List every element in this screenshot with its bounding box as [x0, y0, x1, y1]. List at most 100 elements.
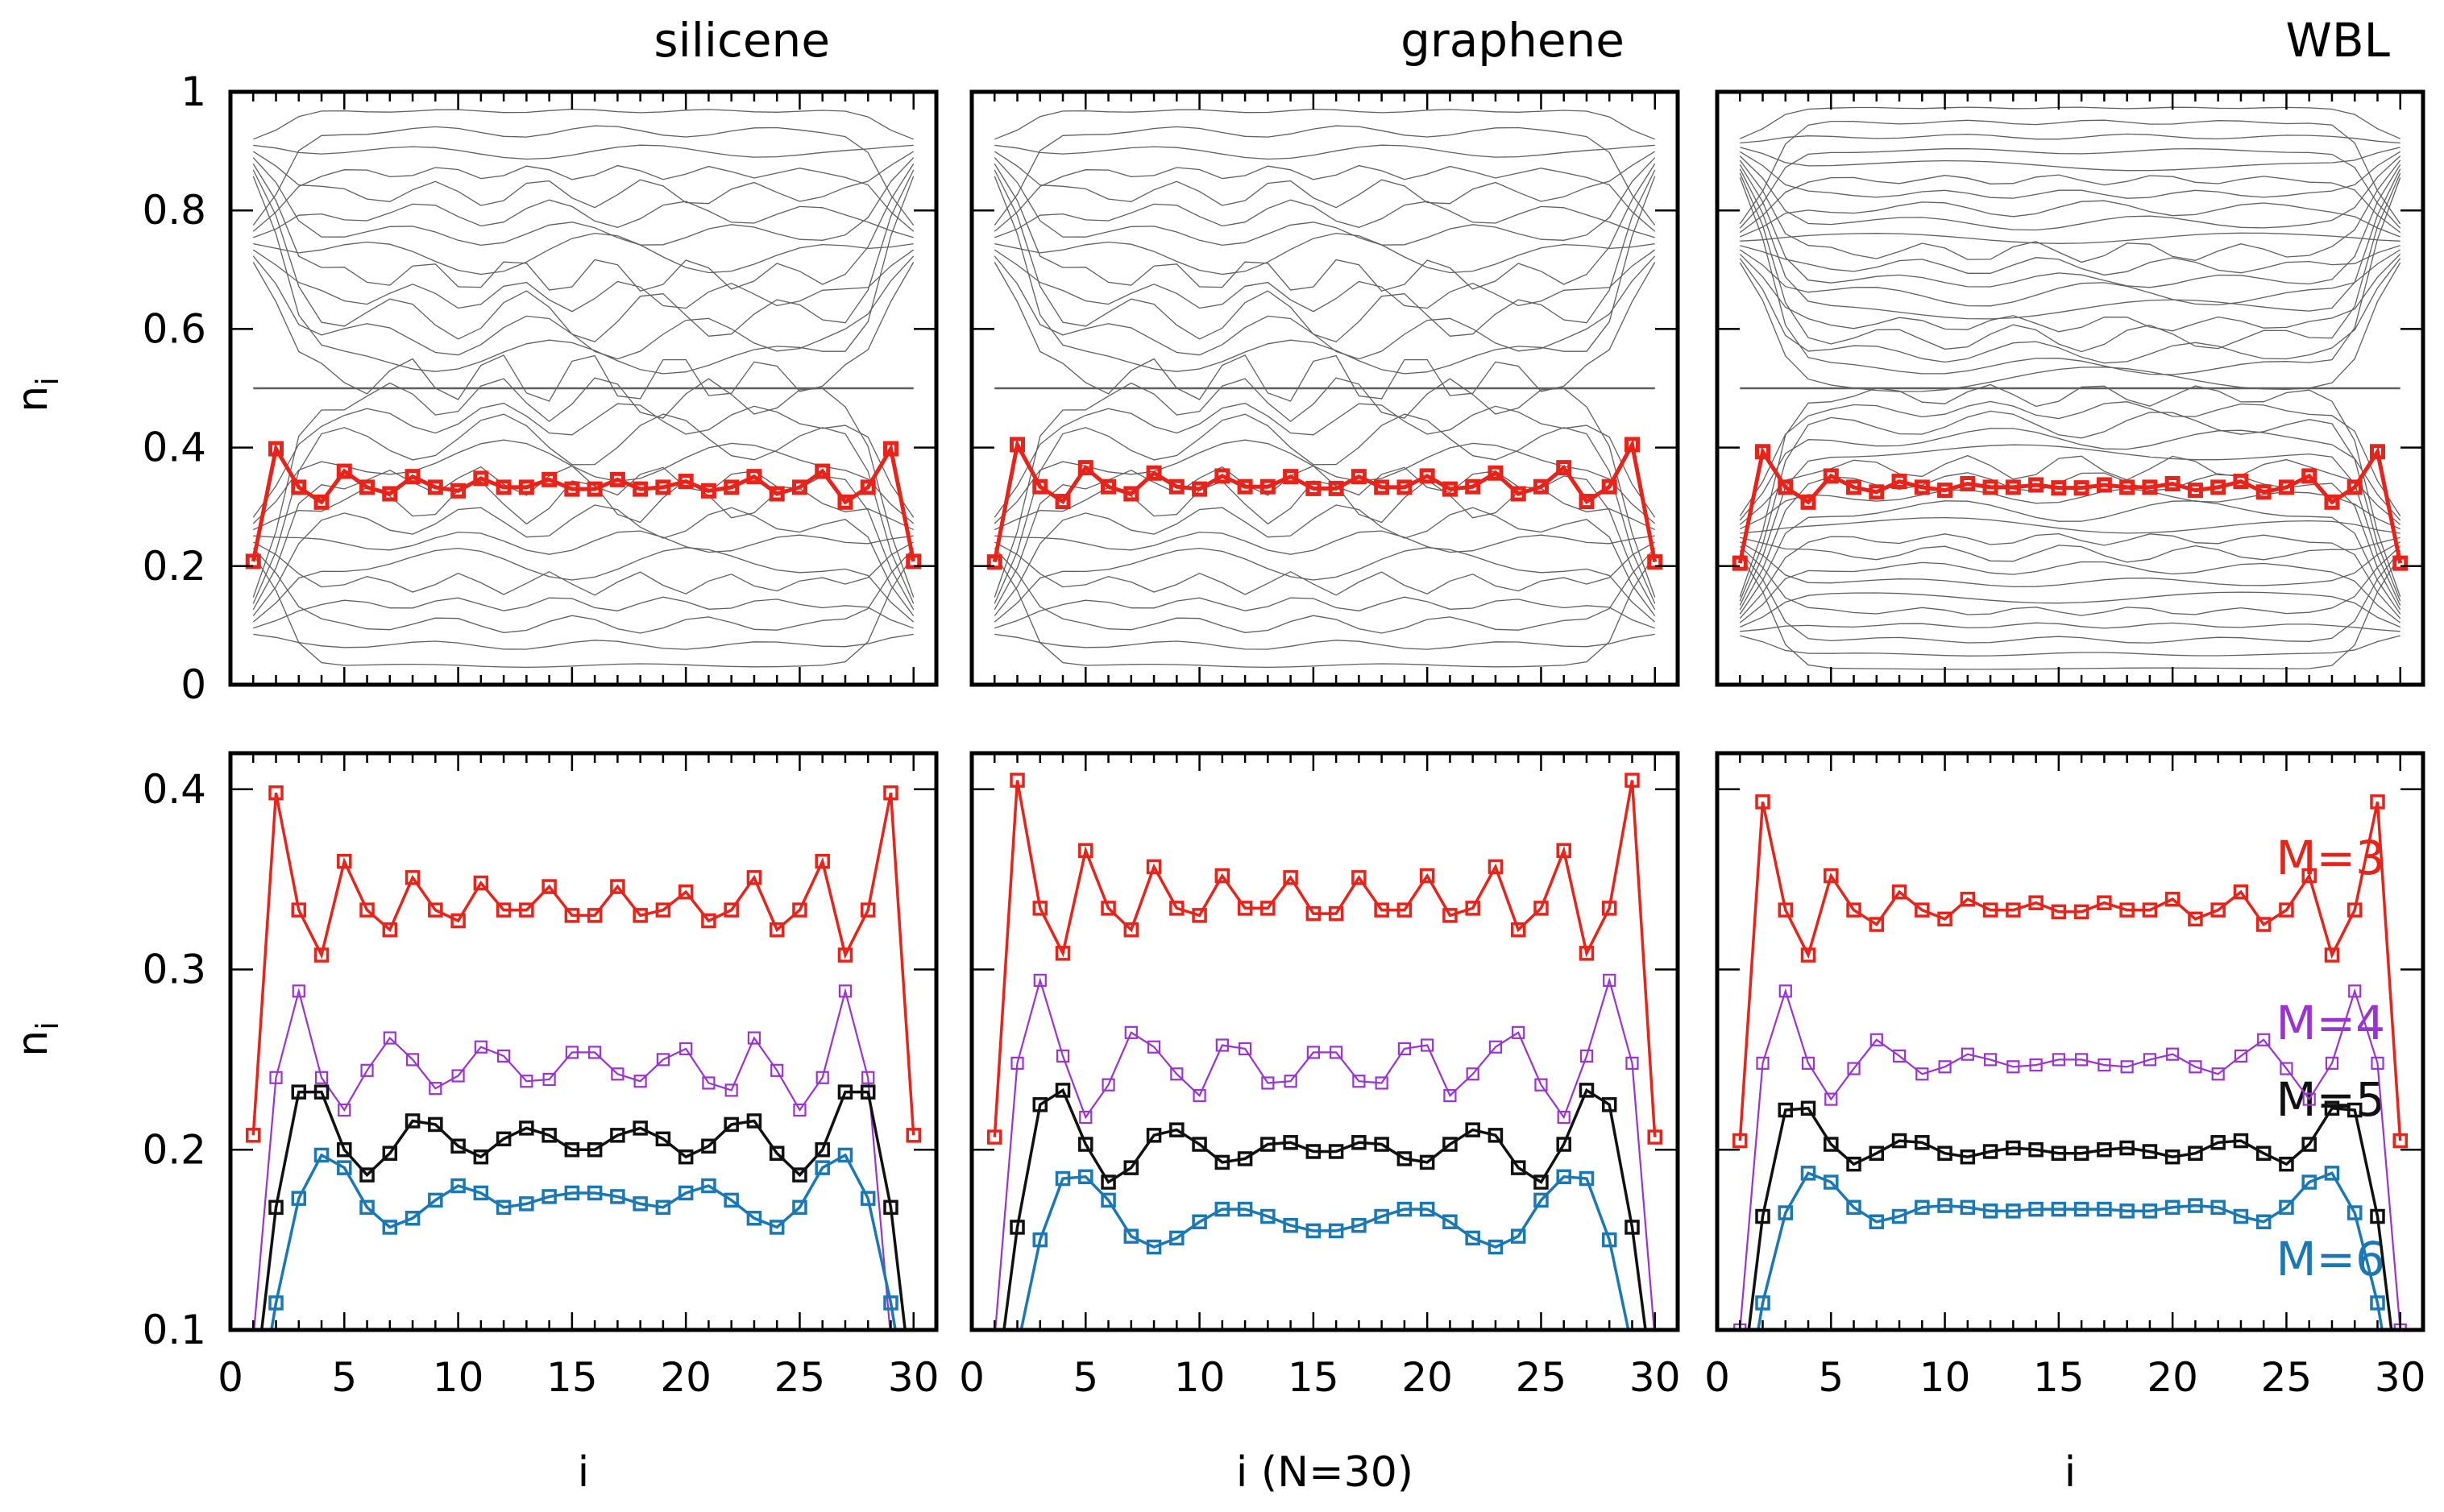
x-tick-label: 5 [1818, 1354, 1844, 1401]
data-point-m5 [268, 1199, 284, 1216]
series-m5-graphene [1002, 1083, 1647, 1330]
data-point-m3 [473, 875, 489, 891]
data-point-m3 [655, 902, 671, 918]
data-point-m3 [2324, 947, 2340, 963]
data-point-m3-top [882, 441, 898, 457]
data-point-m3 [337, 854, 352, 869]
y-tick-label: 0.2 [142, 1126, 206, 1173]
background-curve [1740, 536, 2400, 563]
data-point-m3-top [1010, 437, 1026, 453]
data-point-m6 [496, 1199, 512, 1216]
data-point-m6 [1824, 1174, 1839, 1190]
data-point-m4 [1215, 1038, 1229, 1052]
series-label-m6: M=6 [2276, 1232, 2385, 1286]
data-point-m4 [2325, 1056, 2339, 1070]
data-point-m3 [1488, 859, 1504, 875]
data-point-m5 [541, 1128, 557, 1143]
background-curve [1740, 591, 2400, 628]
background-curve [1739, 172, 2401, 353]
series-line-m3-top [992, 438, 1658, 563]
data-point-m3 [792, 902, 807, 918]
data-point-m3 [2279, 902, 2294, 918]
data-point-m3-top [2324, 494, 2340, 510]
data-point-m6 [883, 1295, 898, 1311]
x-tick-label: 0 [959, 1354, 985, 1401]
data-point-m3 [1755, 794, 1770, 810]
data-point-m3-top [1510, 486, 1526, 502]
x-axis-label-silicene: i [578, 1448, 589, 1497]
series-m3-graphene [987, 773, 1662, 1145]
y-tick-label: 1 [180, 68, 206, 115]
data-point-m6 [1374, 1208, 1389, 1224]
data-point-m5 [2370, 1208, 2385, 1224]
data-point-m5 [2255, 1145, 2272, 1161]
data-point-m5 [837, 1084, 853, 1100]
data-point-m3-top [473, 470, 489, 487]
series-m5-WBL [1747, 1100, 2393, 1330]
data-point-m3 [2233, 884, 2249, 900]
data-point-m3-top [268, 441, 284, 457]
data-point-m6 [815, 1160, 830, 1175]
y-tick-label: 0.8 [142, 187, 206, 234]
data-point-m3-top [1192, 481, 1208, 497]
data-point-m6 [2210, 1199, 2226, 1216]
data-point-m5 [2233, 1133, 2249, 1149]
data-point-m6 [1169, 1230, 1185, 1246]
background-curve [252, 249, 915, 313]
data-point-m5 [792, 1167, 807, 1183]
data-point-m3-top [1914, 479, 1930, 495]
data-point-m4 [588, 1046, 602, 1059]
data-point-m3-top [1351, 469, 1367, 485]
background-curve [252, 169, 915, 343]
data-point-m4 [724, 1083, 738, 1097]
data-point-m6 [1101, 1192, 1116, 1208]
data-point-m5 [428, 1116, 443, 1133]
series-line-m3-top [251, 443, 916, 562]
data-point-m5 [883, 1199, 898, 1216]
data-point-m3 [1778, 902, 1794, 918]
data-point-m3-top [587, 481, 603, 497]
background-curve [994, 108, 1655, 140]
data-point-m4 [1801, 1056, 1815, 1070]
data-point-m3-top [700, 483, 716, 499]
data-point-m4 [1284, 1075, 1297, 1088]
data-point-m3-top [815, 463, 831, 479]
data-point-m5 [1824, 1137, 1839, 1152]
data-point-m6 [564, 1185, 580, 1201]
background-curve [252, 377, 915, 598]
data-point-m5 [519, 1121, 534, 1136]
data-point-m4 [2234, 1049, 2248, 1063]
data-point-m5 [1869, 1145, 1885, 1161]
data-point-m4 [1102, 1078, 1115, 1092]
background-curve [252, 176, 915, 375]
background-curve [994, 548, 1656, 634]
series-line-m6 [1019, 1174, 1630, 1330]
data-point-m3 [2392, 1133, 2408, 1149]
series-m6-graphene [1019, 1169, 1630, 1330]
data-point-m6 [746, 1211, 762, 1226]
series-m3-top-silicene [245, 441, 922, 570]
data-point-m3-top [724, 479, 740, 495]
background-curve [1739, 532, 2401, 619]
data-point-m4 [1512, 1025, 1525, 1039]
data-point-m4 [1466, 1067, 1479, 1081]
data-point-m5 [1328, 1144, 1344, 1159]
data-point-m3 [1846, 902, 1861, 918]
background-curve [252, 164, 915, 292]
data-point-m3 [1465, 901, 1480, 916]
data-point-m6 [1937, 1198, 1952, 1213]
data-point-m3-top [1823, 468, 1839, 484]
data-point-m4 [1193, 1089, 1206, 1103]
data-point-m5 [1237, 1151, 1253, 1166]
data-point-m6 [2324, 1166, 2340, 1181]
data-point-m6 [1396, 1201, 1413, 1217]
data-point-m4 [2120, 1060, 2134, 1074]
data-point-m6 [1982, 1203, 1998, 1219]
data-point-m3-top [1237, 478, 1253, 495]
data-point-m3-top [791, 479, 807, 495]
data-point-m4 [885, 1333, 896, 1344]
data-point-m6 [2233, 1208, 2249, 1224]
data-point-m4 [611, 1067, 624, 1081]
data-point-m3 [1800, 947, 1816, 963]
data-point-m4 [247, 1333, 259, 1344]
